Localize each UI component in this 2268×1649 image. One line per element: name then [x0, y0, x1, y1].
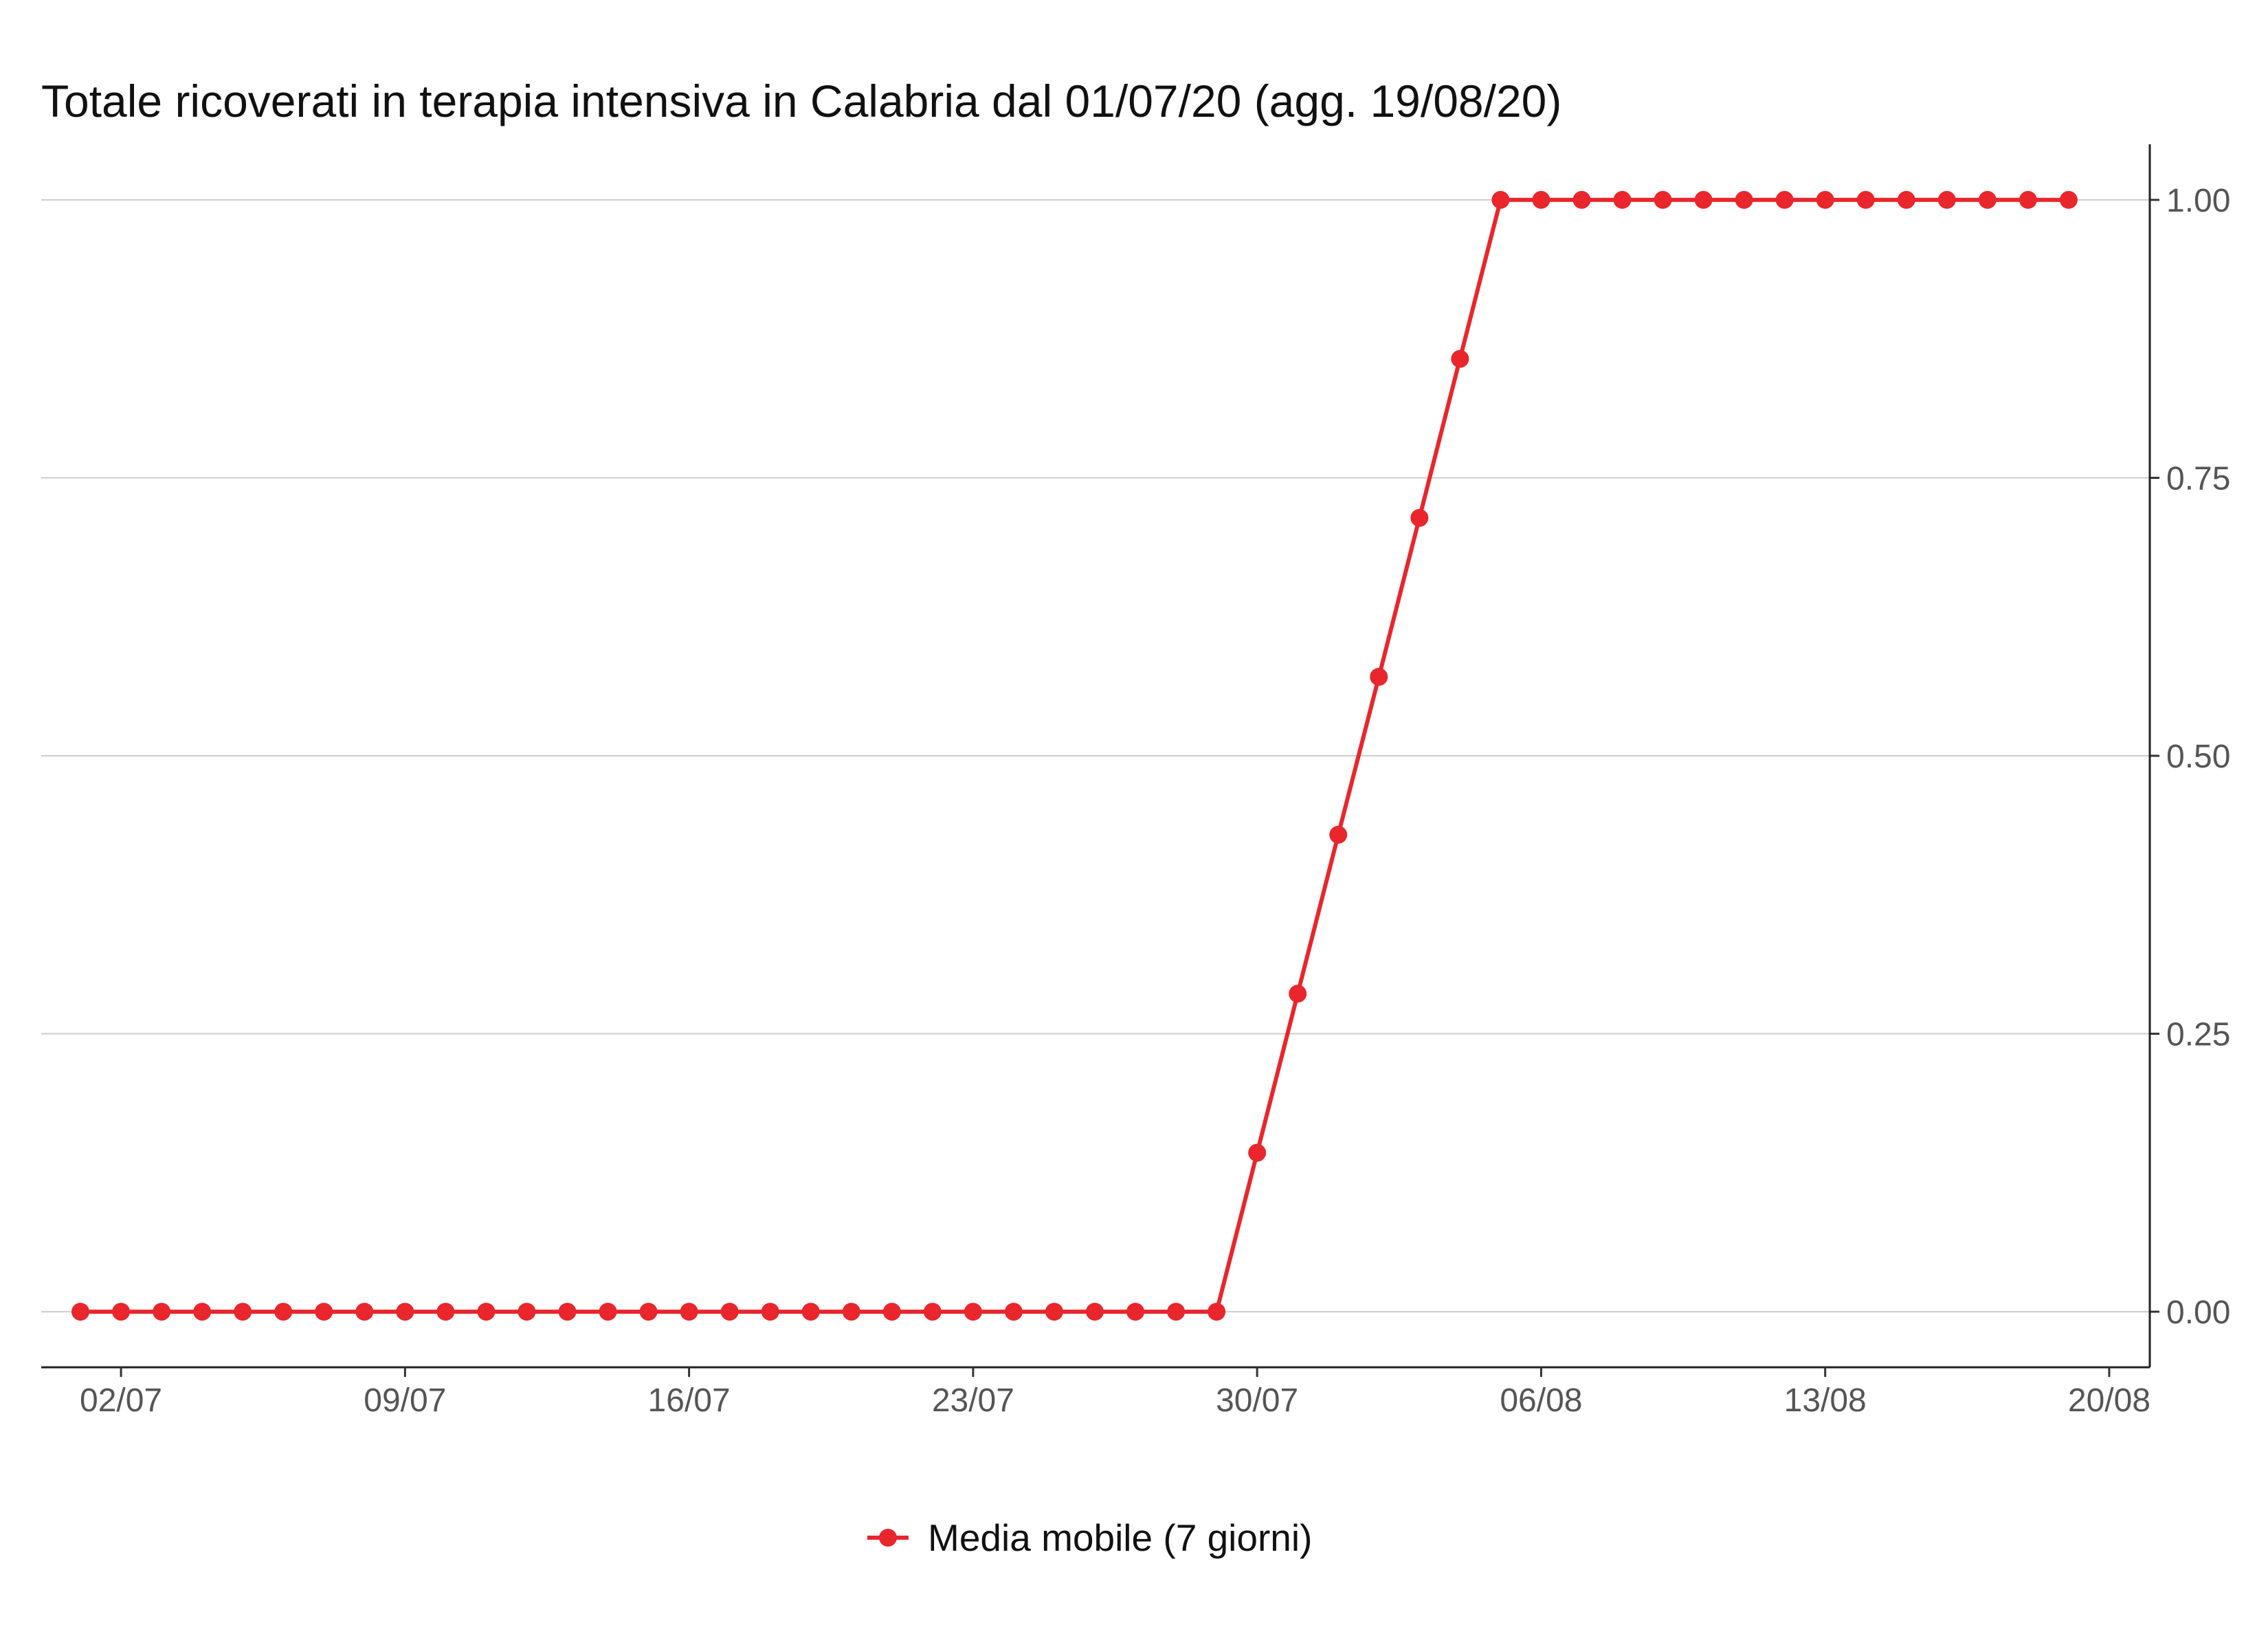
- data-point: [801, 1303, 820, 1321]
- data-point: [315, 1303, 333, 1321]
- data-point: [923, 1303, 942, 1321]
- data-point: [1978, 190, 1997, 209]
- data-point: [599, 1303, 617, 1321]
- data-point: [1856, 190, 1875, 209]
- data-point: [396, 1303, 414, 1321]
- legend-label: Media mobile (7 giorni): [928, 1516, 1312, 1559]
- data-point: [1248, 1143, 1267, 1162]
- data-point: [1735, 190, 1753, 209]
- data-point: [1410, 508, 1429, 527]
- x-tick-label: 06/08: [1500, 1382, 1582, 1419]
- data-point: [2059, 190, 2078, 209]
- data-point: [1897, 190, 1915, 209]
- data-point: [436, 1303, 455, 1321]
- data-point: [193, 1303, 212, 1321]
- data-point: [1004, 1303, 1023, 1321]
- data-point: [234, 1303, 252, 1321]
- data-point: [1816, 190, 1834, 209]
- legend-marker-swatch: [879, 1529, 897, 1547]
- y-tick-label: 0.50: [2166, 739, 2230, 775]
- data-point: [964, 1303, 982, 1321]
- data-point: [2019, 190, 2037, 209]
- data-point: [1289, 985, 1307, 1003]
- x-tick-label: 09/07: [364, 1382, 446, 1419]
- data-point: [720, 1303, 739, 1321]
- data-point: [71, 1303, 90, 1321]
- data-point: [518, 1303, 536, 1321]
- x-tick-label: 23/07: [932, 1382, 1014, 1419]
- data-point: [1208, 1303, 1226, 1321]
- data-point: [274, 1303, 293, 1321]
- y-tick-label: 0.00: [2166, 1294, 2230, 1331]
- series-plot: [71, 190, 2078, 1321]
- data-point: [1532, 190, 1550, 209]
- x-tick-label: 16/07: [648, 1382, 731, 1419]
- y-tick-label: 0.25: [2166, 1017, 2230, 1053]
- x-tick-label: 20/08: [2068, 1382, 2150, 1419]
- y-tick-label: 1.00: [2166, 183, 2230, 219]
- data-point: [1370, 668, 1388, 686]
- data-point: [355, 1303, 374, 1321]
- data-point: [761, 1303, 779, 1321]
- data-point: [112, 1303, 131, 1321]
- data-point: [1126, 1303, 1145, 1321]
- data-point: [1045, 1303, 1063, 1321]
- data-point: [477, 1303, 496, 1321]
- chart-title: Totale ricoverati in terapia intensiva i…: [41, 76, 1561, 126]
- data-point: [1613, 190, 1632, 209]
- x-tick-label: 02/07: [80, 1382, 162, 1419]
- data-point: [558, 1303, 577, 1321]
- data-point: [882, 1303, 901, 1321]
- data-point: [1937, 190, 1956, 209]
- data-point: [680, 1303, 698, 1321]
- axes: 0.00 0.25 0.50 0.75 1.00 02/07 09/07 16/07 23/07…: [41, 144, 2230, 1419]
- x-tick-label: 13/08: [1784, 1382, 1867, 1419]
- data-point: [153, 1303, 171, 1321]
- data-point: [639, 1303, 658, 1321]
- data-point: [842, 1303, 860, 1321]
- legend: Media mobile (7 giorni): [867, 1516, 1312, 1559]
- y-tick-label: 0.75: [2166, 460, 2230, 497]
- data-point: [1572, 190, 1591, 209]
- data-point: [1694, 190, 1713, 209]
- grid-lines: [41, 199, 2150, 1313]
- data-point: [1329, 825, 1348, 844]
- legend-item: Media mobile (7 giorni): [867, 1516, 1312, 1559]
- data-point: [1167, 1303, 1186, 1321]
- data-point: [1775, 190, 1794, 209]
- data-point: [1451, 350, 1469, 368]
- data-point: [1491, 190, 1510, 209]
- data-point: [1654, 190, 1672, 209]
- x-tick-label: 30/07: [1216, 1382, 1298, 1419]
- data-point: [1086, 1303, 1104, 1321]
